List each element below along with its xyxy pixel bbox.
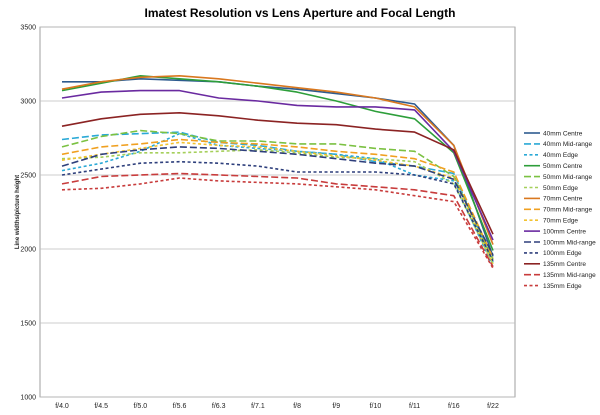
y-tick-label: 3000 (20, 99, 36, 106)
x-tick-label: f/8 (293, 403, 301, 410)
legend-label: 135mm Edge (543, 283, 582, 290)
y-tick-label: 2000 (20, 247, 36, 254)
x-tick-label: f/7.1 (251, 403, 265, 410)
y-axis-ticks: 1000 1500 2000 2500 3000 3500 (20, 25, 36, 402)
legend-label: 135mm Mid-range (543, 272, 596, 279)
series-line-100mm-centre (61, 89, 494, 241)
legend-label: 70mm Centre (543, 196, 583, 203)
x-tick-label: f/11 (409, 403, 420, 410)
series-line-50mm-mid-range (61, 129, 494, 260)
legend: 40mm Centre 40mm Mid-range 40mm Edge 50mm C… (524, 130, 596, 290)
series-line-70mm-edge (61, 141, 494, 265)
series-line-135mm-mid-range (61, 172, 494, 268)
gridlines (40, 26, 515, 398)
x-tick-label: f/9 (332, 403, 340, 410)
legend-label: 100mm Mid-range (543, 239, 596, 246)
chart-title: Imatest Resolution vs Lens Aperture and … (144, 6, 456, 20)
series-line-40mm-mid-range (61, 131, 494, 263)
x-tick-label: f/6.3 (212, 403, 226, 410)
series-line-50mm-edge (61, 149, 494, 265)
legend-label: 135mm Centre (543, 261, 586, 268)
x-tick-label: f/10 (370, 403, 382, 410)
series-line-50mm-centre (61, 75, 494, 251)
legend-label: 50mm Centre (543, 163, 583, 170)
series-line-40mm-centre (62, 78, 494, 257)
plot-area (39, 26, 516, 398)
x-tick-label: f/5.0 (134, 403, 148, 410)
series-lines (61, 75, 494, 269)
y-axis-label: Line widths/picture height (15, 175, 21, 249)
legend-label: 50mm Edge (543, 185, 578, 192)
x-tick-label: f/5.6 (173, 403, 187, 410)
y-tick-label: 3500 (20, 25, 36, 32)
series-line-135mm-centre (61, 112, 494, 235)
legend-label: 50mm Mid-range (543, 174, 593, 181)
legend-label: 40mm Mid-range (543, 141, 593, 148)
x-tick-label: f/4.0 (55, 403, 69, 410)
legend-label: 40mm Edge (543, 152, 578, 159)
y-tick-label: 1500 (20, 321, 36, 328)
series-line-100mm-mid-range (61, 146, 494, 256)
series-line-70mm-mid-range (61, 138, 494, 259)
legend-label: 40mm Centre (543, 130, 583, 137)
legend-label: 70mm Mid-range (543, 207, 593, 214)
series-line-100mm-edge (61, 160, 494, 262)
x-tick-label: f/22 (487, 403, 499, 410)
legend-label: 70mm Edge (543, 218, 578, 225)
y-tick-label: 1000 (20, 395, 36, 402)
y-tick-label: 2500 (20, 173, 36, 180)
x-tick-label: f/16 (448, 403, 460, 410)
legend-label: 100mm Centre (543, 228, 586, 235)
x-axis-ticks: f/4.0 f/4.5 f/5.0 f/5.6 f/6.3 f/7.1 f/8 f/9 f/10… (55, 403, 499, 410)
x-tick-label: f/4.5 (94, 403, 108, 410)
legend-label: 100mm Edge (543, 250, 582, 257)
series-line-70mm-centre (61, 75, 494, 245)
series-line-135mm-edge (61, 177, 494, 269)
